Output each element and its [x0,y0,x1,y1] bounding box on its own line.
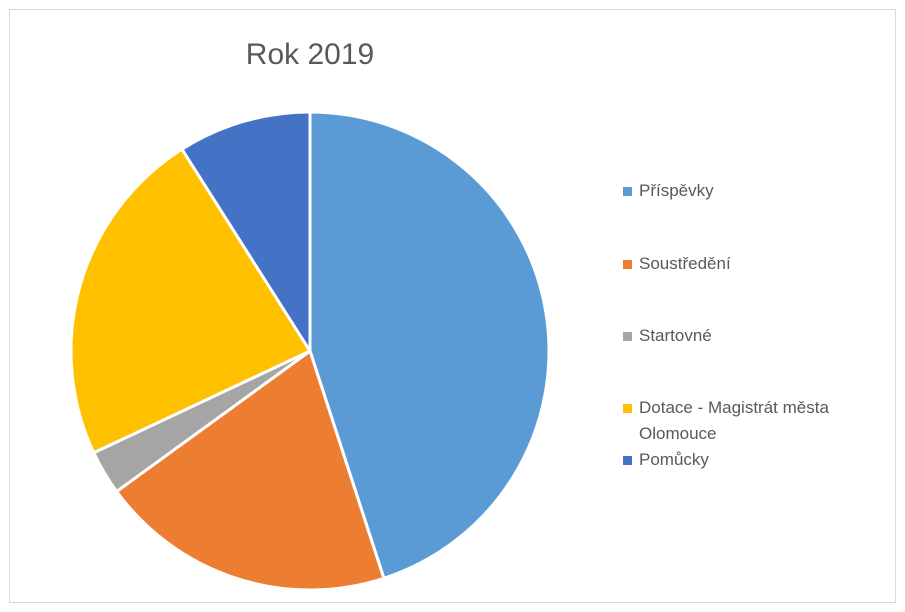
legend-label: Soustředění [639,254,731,273]
legend-swatch [623,332,632,341]
legend-label: Příspěvky [639,181,714,200]
pie-slices [69,110,551,592]
legend-swatch [623,260,632,269]
legend-label: Pomůcky [639,450,709,469]
legend: Příspěvky Soustředění Startovné Dotace -… [623,178,898,473]
legend-label: Startovné [639,326,712,345]
pie-slice-prispevky [308,110,551,580]
chart-title: Rok 2019 [245,38,375,71]
legend-item-startovne: Startovné [623,323,898,349]
legend-item-prispevky: Příspěvky [623,178,898,204]
legend-item-soustredeni: Soustředění [623,251,898,277]
pie-slice-dotace-magistrat-mesta-olomouce [69,147,312,455]
legend-item-dotace: Dotace - Magistrát města Olomouce [623,395,898,447]
chart-title-wrap: Rok 2019 [160,38,460,72]
legend-label: Dotace - Magistrát města Olomouce [639,398,829,443]
pie-slice-pomucky [180,110,312,353]
legend-swatch [623,404,632,413]
legend-swatch [623,456,632,465]
legend-item-pomucky: Pomůcky [623,447,898,473]
legend-swatch [623,187,632,196]
pie-slice-soustredeni [115,349,386,592]
